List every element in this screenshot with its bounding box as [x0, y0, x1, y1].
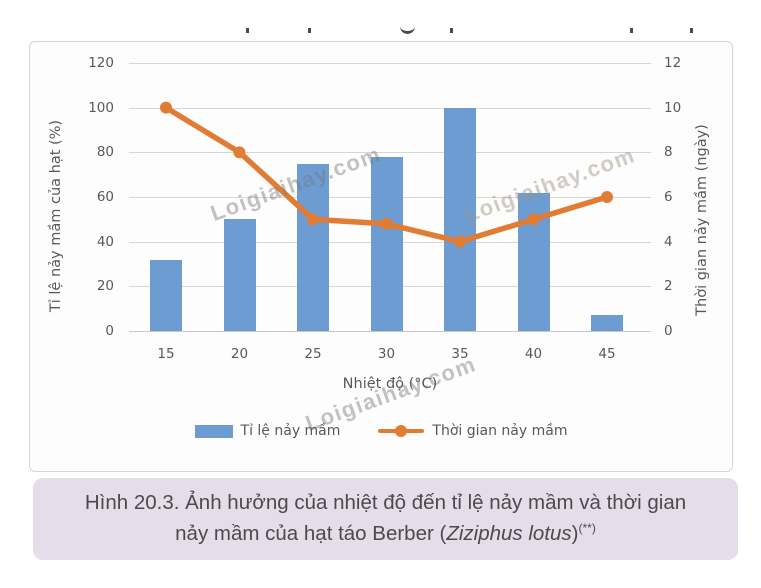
x-axis-tick: 25	[304, 346, 322, 362]
cropped-text-fragment	[630, 28, 633, 33]
species-name: Ziziphus lotus	[446, 522, 572, 545]
left-axis-tick: 0	[105, 323, 114, 339]
right-axis-tick: 0	[664, 323, 673, 339]
left-axis-tick: 60	[96, 189, 114, 205]
bar-45c	[591, 315, 623, 331]
cropped-text-fragment	[308, 28, 311, 33]
legend-label: Thời gian nảy mầm	[432, 423, 568, 439]
x-axis-title: Nhiệt độ (°C)	[342, 376, 438, 392]
bar-20c	[223, 219, 256, 331]
gridline	[129, 331, 651, 332]
left-y-axis-title: Tỉ lệ nảy mầm của hạt (%)	[48, 119, 64, 313]
watermark-text: Loigiaihay.com	[207, 141, 385, 226]
right-axis-tick: 8	[664, 144, 673, 161]
cropped-text-fragment	[400, 26, 415, 34]
x-axis-tick: 45	[598, 346, 616, 362]
right-axis-tick: 2	[664, 278, 673, 295]
right-axis-tick: 6	[664, 189, 673, 205]
caption-line-1: Hình 20.3. Ảnh hưởng của nhiệt độ đến tỉ…	[84, 491, 687, 515]
left-axis-tick: 80	[96, 144, 114, 161]
caption-line-2: nảy mầm của hạt táo Berber (Ziziphus lot…	[175, 521, 596, 545]
x-axis-tick: 35	[451, 346, 469, 362]
gridline	[129, 63, 651, 64]
right-y-axis-title: Thời gian nảy mầm (ngày)	[694, 124, 710, 316]
x-axis-tick: 30	[377, 346, 396, 362]
legend-item-germination-rate: Tỉ lệ nảy mầm	[194, 423, 341, 439]
chart-legend: Tỉ lệ nảy mầm Thời gian nảy mầm	[30, 423, 732, 439]
cropped-text-fragment	[690, 28, 693, 33]
right-axis-tick: 4	[664, 233, 673, 250]
right-axis-tick: 12	[664, 55, 682, 71]
bar-40c	[517, 192, 550, 331]
line-series-swatch	[378, 425, 425, 437]
left-axis-tick: 120	[88, 55, 114, 71]
x-axis-tick: 15	[157, 346, 175, 362]
cropped-text-fragment	[246, 28, 249, 33]
watermark-text: Loigiaihay.com	[461, 142, 639, 227]
left-axis-tick: 40	[96, 233, 114, 250]
x-axis-tick: 20	[230, 346, 249, 362]
germination-chart: 0 0 20 2 40 4 60 6 80 8 100 10 120 12 15 20 25 30 35 40 45 T…	[29, 41, 733, 472]
gridline	[129, 107, 651, 109]
legend-label: Tỉ lệ nảy mầm	[240, 423, 341, 439]
bar-15c	[150, 259, 182, 331]
right-axis-tick: 10	[664, 99, 682, 116]
bar-30c	[370, 156, 403, 331]
footnote-marker: (**)	[578, 521, 596, 536]
figure-caption: Hình 20.3. Ảnh hưởng của nhiệt độ đến tỉ…	[33, 478, 738, 560]
left-axis-tick: 20	[96, 278, 114, 295]
cropped-text-fragment	[450, 28, 453, 33]
legend-item-germination-time: Thời gian nảy mầm	[378, 423, 567, 439]
left-axis-tick: 100	[88, 99, 114, 116]
gridline	[129, 152, 651, 154]
bar-series-swatch	[194, 424, 233, 438]
x-axis-tick: 40	[524, 346, 543, 362]
